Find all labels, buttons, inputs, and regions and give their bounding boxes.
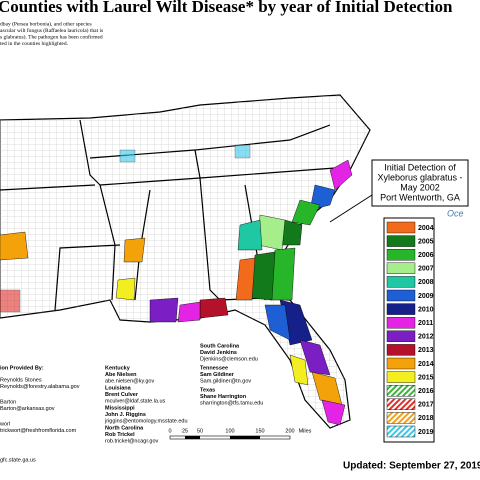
legend-label: 2004	[418, 225, 434, 232]
description-line: dbay (Persea borbonia), and other specie…	[0, 20, 92, 27]
description: dbay (Persea borbonia), and other specie…	[0, 20, 103, 47]
callout-line: Port Wentworth, GA	[380, 192, 460, 202]
scale-label: Miles	[299, 428, 312, 434]
provider-line: Kentucky	[105, 365, 131, 371]
provider-line: Louisiana	[105, 385, 132, 391]
legend-label: 2015	[418, 374, 434, 381]
legend-swatch	[386, 425, 416, 438]
legend-label: 2012	[418, 334, 434, 341]
affected-counties	[0, 144, 353, 426]
scale-label: 50	[197, 428, 203, 434]
scale-label: 25	[182, 428, 188, 434]
provider-line: Mississippi	[105, 405, 135, 411]
provider-line: Tennessee	[200, 365, 228, 371]
legend-swatch	[386, 262, 416, 274]
legend: 2004 2005 2006 2007 2008 2009 2010 2011 2012 2013…	[383, 217, 435, 443]
ocean-label: Oce	[447, 208, 464, 218]
provider-line: gfc.state.ga.us	[0, 457, 36, 463]
legend-label: 2009	[418, 293, 434, 300]
legend-label: 2019	[418, 429, 434, 436]
provider-line: Texas	[200, 387, 215, 393]
legend-swatch	[386, 385, 416, 397]
providers: ion Provided By: Reynolds StonesReynolds@…	[0, 343, 263, 463]
legend-label: 2011	[418, 320, 433, 327]
description-line: ascular wilt fungus (Raffaelea lauricola…	[0, 27, 103, 34]
provider-line: South Carolina	[200, 343, 240, 349]
scale-label: 100	[225, 428, 234, 434]
legend-swatch	[386, 248, 416, 261]
provider-line: Rob Trickel	[105, 432, 135, 438]
provider-line: Djenkins@clemson.edu	[200, 356, 258, 362]
callout-line: Xyleborus glabratus -	[377, 172, 462, 182]
provider-line: mculver@ldaf.state.la.us	[105, 398, 166, 404]
legend-swatch	[386, 317, 416, 329]
scale-label: 150	[255, 428, 264, 434]
provider-line: sharrington@tfs.tamu.edu	[200, 400, 263, 406]
provider-line: abe.nielsen@ky.gov	[105, 378, 154, 384]
legend-label: 2005	[418, 238, 434, 245]
description-line: ted in the counties highlighted.	[0, 41, 69, 47]
provider-line: worl	[0, 421, 10, 427]
legend-swatch	[386, 221, 416, 234]
description-line: s glabratus). The pathogen has been conf…	[0, 33, 103, 40]
providers-heading: ion Provided By:	[0, 365, 44, 371]
callout-box	[371, 159, 469, 207]
provider-line: Reynolds@forestry.alabama.gov	[0, 384, 80, 390]
provider-line: Shane Harrington	[200, 394, 247, 400]
legend-swatch	[386, 276, 416, 288]
legend-label: 2008	[418, 279, 434, 286]
legend-label: 2010	[418, 306, 434, 313]
provider-line: John J. Riggins	[105, 412, 146, 418]
scale-bar-segment	[185, 436, 200, 439]
provider-line: Barton@arkansas.gov	[0, 406, 55, 412]
provider-line: Barton	[0, 399, 16, 405]
legend-label: 2014	[418, 361, 434, 368]
provider-line: trickwort@freshfromflorida.com	[0, 428, 77, 434]
scale-label: 200	[285, 428, 294, 434]
provider-line: Sam Gildiner	[200, 372, 235, 378]
legend-swatch	[386, 344, 416, 356]
provider-line: Brent Culver	[105, 392, 139, 398]
legend-label: 2007	[418, 266, 434, 273]
callout-pointer	[329, 194, 373, 223]
legend-swatch	[386, 412, 416, 424]
provider-line: jriggins@entomology.msstate.edu	[104, 418, 188, 424]
legend-label: 2018	[418, 415, 434, 422]
provider-line: Abe Nielsen	[105, 372, 137, 378]
provider-line: David Jenkins	[200, 350, 237, 356]
legend-swatch	[386, 330, 416, 342]
legend-swatch	[386, 289, 416, 302]
legend-swatch	[386, 357, 416, 370]
scale-bar-segment	[230, 436, 260, 439]
legend-label: 2013	[418, 347, 434, 354]
legend-swatch	[386, 235, 416, 247]
provider-line: rob.trickel@ncagr.gov	[105, 438, 159, 444]
callout-line: May 2002	[400, 182, 440, 192]
updated-date: Updated: September 27, 2019	[343, 461, 480, 472]
callout-line: Initial Detection of	[384, 162, 456, 172]
legend-label: 2016	[418, 388, 434, 395]
provider-line: Sam.gildiner@tn.gov	[200, 378, 251, 384]
provider-line: Reynolds Stones	[0, 377, 42, 383]
legend-label: 2017	[418, 402, 434, 409]
map-title: Counties with Laurel Wilt Disease* by ye…	[0, 0, 453, 16]
provider-line: North Carolina	[105, 425, 144, 431]
scale-bar: 0 25 50 100 150 200 Miles	[168, 428, 312, 440]
scale-label: 0	[168, 428, 171, 434]
legend-swatch	[386, 371, 416, 383]
legend-swatch	[386, 303, 416, 315]
legend-label: 2006	[418, 252, 434, 259]
legend-swatch	[386, 398, 416, 410]
